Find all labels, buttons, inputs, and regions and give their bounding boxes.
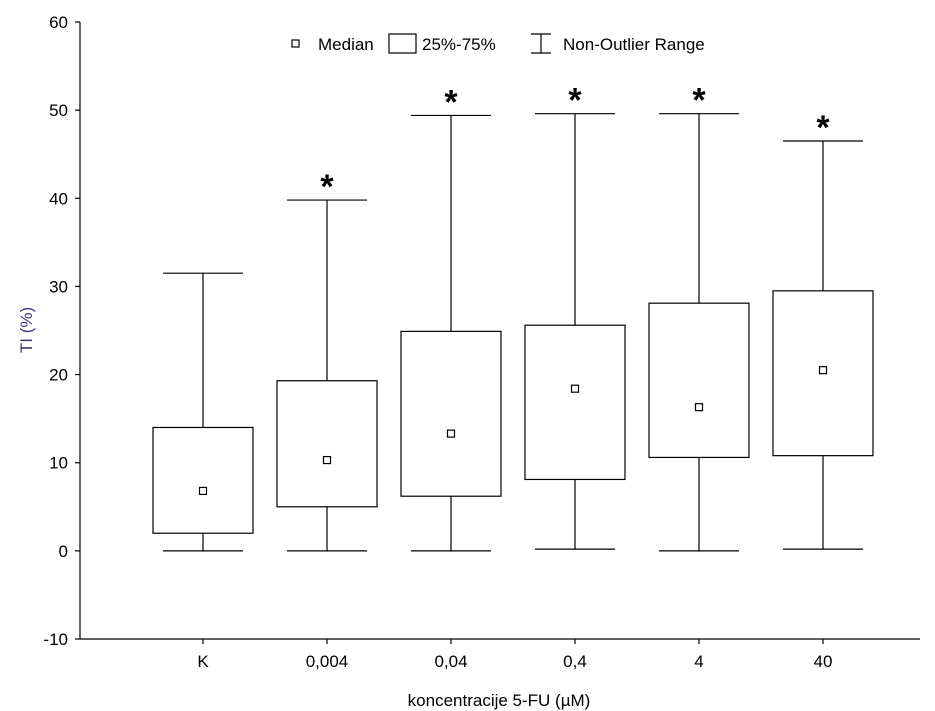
x-axis-title: koncentracije 5-FU (µM) (408, 691, 591, 710)
significance-markers: * * * * * (320, 82, 830, 206)
x-tick-label: 40 (814, 652, 833, 671)
y-tick-label: 40 (49, 189, 68, 208)
y-tick-label: 20 (49, 366, 68, 385)
x-tick-label: K (197, 652, 209, 671)
y-tick-label: 60 (49, 13, 68, 32)
box-group (276, 199, 378, 552)
median-marker (694, 403, 704, 412)
significance-star: * (692, 82, 706, 120)
legend-median-symbol (291, 39, 300, 48)
iqr-box (276, 380, 378, 508)
median-marker (570, 384, 580, 393)
iqr-box (152, 426, 254, 534)
iqr-box (524, 324, 626, 481)
significance-star: * (444, 83, 458, 121)
legend-whisker-label: Non-Outlier Range (563, 35, 705, 54)
significance-star: * (568, 82, 582, 120)
y-axis-title: TI (%) (17, 307, 36, 353)
median-marker (322, 455, 332, 465)
significance-star: * (320, 168, 334, 206)
y-tick-label: 50 (49, 101, 68, 120)
median-marker (818, 366, 828, 375)
box-group (648, 113, 750, 552)
iqr-box (400, 330, 502, 497)
significance-star: * (816, 109, 830, 147)
legend-whisker-symbol (531, 33, 551, 54)
median-marker (446, 429, 456, 438)
box-group (152, 272, 254, 552)
box-group (772, 140, 874, 550)
box-group (524, 113, 626, 550)
y-tick-label: 10 (49, 454, 68, 473)
box-series (152, 113, 874, 552)
x-tick-label: 0,4 (563, 652, 587, 671)
x-axis-ticks: K 0,004 0,04 0,4 4 40 (197, 639, 832, 671)
median-marker (198, 486, 208, 496)
y-axis-ticks: -10 0 10 20 30 40 50 60 (43, 13, 80, 649)
x-tick-label: 0,04 (434, 652, 467, 671)
y-tick-label: 0 (59, 542, 68, 561)
x-tick-label: 4 (694, 652, 703, 671)
y-tick-label: -10 (43, 630, 68, 649)
legend: Median 25%-75% Non-Outlier Range (291, 33, 705, 54)
legend-box-symbol (388, 33, 417, 54)
box-group (400, 114, 502, 552)
y-tick-label: 30 (49, 277, 68, 296)
x-tick-label: 0,004 (306, 652, 349, 671)
iqr-box (648, 302, 750, 459)
legend-median-label: Median (318, 35, 374, 54)
legend-box-label: 25%-75% (422, 35, 496, 54)
